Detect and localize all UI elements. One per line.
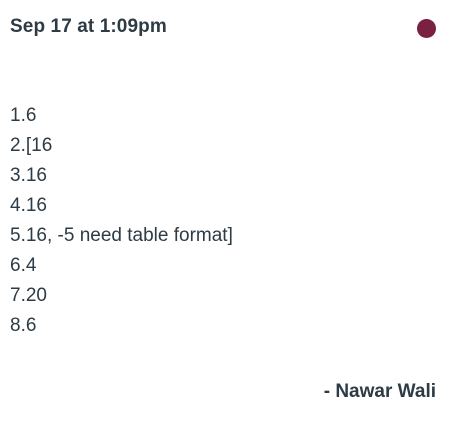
comment-line: 1.6 [10,105,37,126]
comment-line: 7.20 [10,285,47,306]
comment-line: 8.6 [10,315,37,336]
comment-timestamp: Sep 17 at 1:09pm [10,16,167,37]
comment-body: 1.6 2.[16 3.16 4.16 5.16, -5 need table … [10,101,233,341]
comment-line: 6.4 [10,255,37,276]
comment-line: 5.16, -5 need table format] [10,225,233,246]
comment-author: - Nawar Wali [323,381,436,402]
comment-line: 3.16 [10,165,47,186]
unread-indicator-icon[interactable] [417,19,436,38]
comment-line: 4.16 [10,195,47,216]
comment-line: 2.[16 [10,135,53,156]
